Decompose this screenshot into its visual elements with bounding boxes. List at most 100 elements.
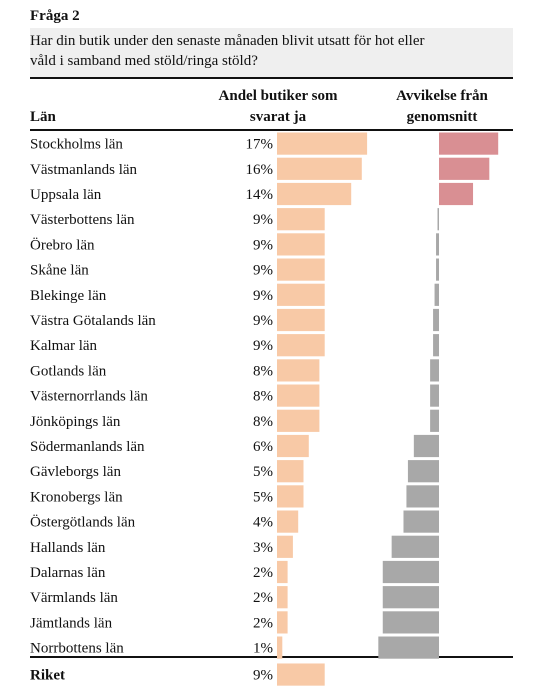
share-bar [277, 132, 368, 155]
deviation-bar [413, 434, 439, 458]
share-value: 9% [253, 338, 273, 354]
share-column-header-line-1: Andel butiker som [218, 88, 338, 104]
share-bar [277, 208, 325, 231]
county-label: Gotlands län [30, 363, 107, 379]
county-label: Kalmar län [30, 338, 98, 354]
share-bar [277, 308, 325, 332]
county-label: Gävleborgs län [30, 464, 121, 480]
county-label: Uppsala län [30, 187, 102, 203]
share-value: 5% [253, 464, 273, 480]
share-bar [277, 485, 304, 508]
county-label: Västerbottens län [30, 212, 135, 228]
row-header-lan: Län [30, 109, 56, 125]
deviation-bar [382, 611, 439, 634]
question-text: Har din butik under den senaste månaden … [30, 31, 513, 71]
county-label: Södermanlands län [30, 439, 145, 455]
deviation-bar [391, 535, 439, 558]
county-label: Kronobergs län [30, 489, 123, 505]
county-label: Västra Götalands län [30, 313, 156, 329]
share-bar [277, 611, 288, 634]
county-label: Östergötlands län [30, 514, 136, 531]
share-value: 2% [253, 565, 273, 581]
deviation-bar [430, 359, 439, 382]
share-bar [277, 586, 288, 609]
share-bar [277, 434, 309, 458]
question-box: Har din butik under den senaste månaden … [30, 28, 513, 79]
deviation-column-header: Avvikelse från genomsnitt [372, 86, 512, 128]
question-line-2: våld i samband med stöld/ringa stöld? [30, 53, 258, 69]
share-value: 14% [246, 187, 274, 203]
deviation-bar [406, 485, 439, 508]
share-bar [277, 510, 299, 533]
deviation-bar [439, 157, 490, 180]
deviation-bar [407, 460, 439, 483]
share-bar [277, 409, 320, 432]
share-value: 2% [253, 615, 273, 631]
share-value: 8% [253, 389, 273, 405]
share-value: 9% [253, 212, 273, 228]
deviation-bar [378, 636, 439, 659]
question-line-1: Har din butik under den senaste månaden … [30, 33, 425, 49]
deviation-bar [436, 233, 439, 256]
county-label: Örebro län [30, 236, 95, 253]
deviation-bar [433, 334, 439, 357]
share-value: 9% [253, 288, 273, 304]
share-value: 9% [253, 237, 273, 253]
share-value: 4% [253, 515, 273, 531]
share-value: 6% [253, 439, 273, 455]
deviation-bar [382, 560, 439, 584]
deviation-bar [436, 258, 439, 281]
county-label: Stockholms län [30, 137, 123, 153]
share-bar [277, 233, 325, 256]
share-value: 8% [253, 363, 273, 379]
deviation-column-header-line-1: Avvikelse från [396, 88, 488, 104]
county-label: Jämtlands län [30, 615, 113, 631]
share-value: 8% [253, 414, 273, 430]
county-label: Västmanlands län [30, 162, 138, 178]
question-heading: Fråga 2 [30, 8, 80, 24]
deviation-bar [439, 132, 499, 155]
share-value: 9% [253, 313, 273, 329]
total-rule [30, 656, 513, 658]
deviation-bar [439, 182, 474, 206]
deviation-bar [434, 283, 439, 306]
county-label: Blekinge län [30, 288, 107, 304]
share-bar [277, 283, 325, 306]
share-bar [277, 384, 320, 407]
share-value: 2% [253, 590, 273, 606]
county-label: Västernorrlands län [30, 389, 148, 405]
share-bar [277, 258, 325, 281]
share-value: 9% [253, 263, 273, 279]
share-bar [277, 535, 293, 558]
share-value: 16% [246, 162, 274, 178]
deviation-bar [433, 308, 439, 332]
county-label: Norrbottens län [30, 641, 124, 657]
deviation-bar [403, 510, 439, 533]
total-share-value: 9% [253, 668, 273, 684]
deviation-column-header-line-2: genomsnitt [406, 109, 478, 125]
county-label: Jönköpings län [30, 414, 121, 430]
deviation-bar [430, 384, 439, 407]
share-value: 3% [253, 540, 273, 556]
share-value: 5% [253, 489, 273, 505]
deviation-bar [437, 208, 439, 231]
share-value: 1% [253, 641, 273, 657]
county-label: Hallands län [30, 540, 106, 556]
share-column-header-line-2: svarat ja [249, 109, 307, 125]
share-bar [277, 460, 304, 483]
deviation-bar [430, 409, 439, 432]
total-share-bar [277, 663, 325, 686]
share-bar [277, 359, 320, 382]
county-label: Dalarnas län [30, 565, 106, 581]
county-label: Värmlands län [30, 590, 118, 606]
share-bar [277, 560, 288, 584]
share-bar [277, 157, 362, 180]
share-bar [277, 636, 283, 659]
share-bar [277, 334, 325, 357]
share-value: 17% [246, 137, 274, 153]
deviation-bar [382, 586, 439, 609]
total-label: Riket [30, 668, 65, 684]
share-bar [277, 182, 352, 206]
header-rule [30, 129, 513, 131]
